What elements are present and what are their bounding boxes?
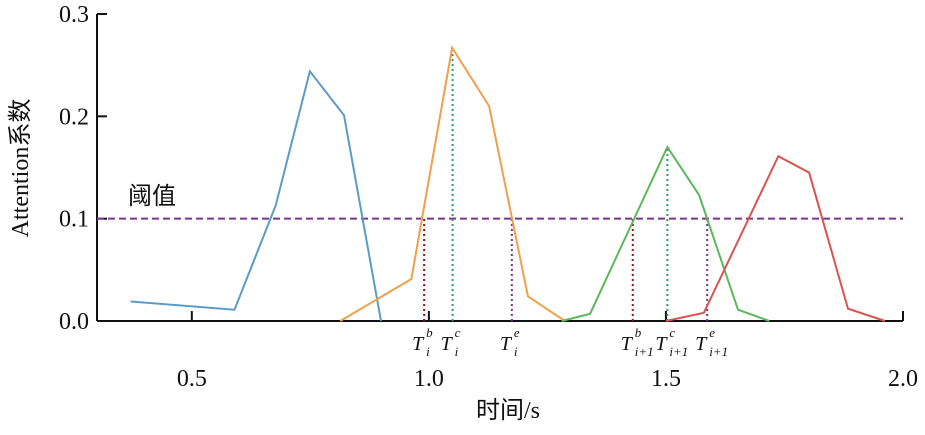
x-tick-label: 1.5 — [651, 366, 681, 392]
marker-sup: b — [426, 325, 433, 340]
x-tick-label: 0.5 — [177, 366, 207, 392]
marker-sup: e — [709, 325, 715, 340]
y-tick-label: 0.1 — [59, 207, 89, 233]
marker-sub: i — [514, 344, 518, 359]
marker-sub: i+1 — [635, 344, 654, 359]
marker-symbol: T — [500, 333, 513, 355]
x-axis-label: 时间/s — [476, 397, 540, 424]
line — [665, 154, 886, 322]
marker-symbol: T — [695, 333, 708, 355]
marker-sub: i — [426, 344, 430, 359]
marker-label: T — [441, 333, 454, 355]
marker-label: T — [695, 333, 708, 355]
marker-label: T — [412, 333, 425, 355]
line — [130, 69, 382, 322]
marker-sub: i+1 — [709, 344, 728, 359]
line — [561, 144, 770, 322]
y-tick-label: 0.3 — [59, 2, 89, 28]
y-tick-label: 0.0 — [59, 309, 89, 335]
x-tick-label: 1.0 — [414, 366, 444, 392]
line — [339, 45, 566, 322]
x-tick-label: 2.0 — [888, 366, 918, 392]
marker-label: T — [500, 333, 513, 355]
marker-label: T — [621, 333, 634, 355]
marker-sup: b — [635, 325, 642, 340]
threshold-label: 阈值 — [128, 183, 176, 210]
marker-symbol: T — [621, 333, 634, 355]
marker-symbol: T — [441, 333, 454, 355]
marker-sup: e — [514, 325, 520, 340]
marker-symbol: T — [655, 333, 668, 355]
marker-sub: i+1 — [669, 344, 688, 359]
y-axis-label: Attention系数 — [7, 99, 34, 238]
y-tick-label: 0.2 — [59, 104, 89, 130]
marker-symbol: T — [412, 333, 425, 355]
marker-sup: c — [669, 325, 675, 340]
marker-sup: c — [455, 325, 461, 340]
marker-label: T — [655, 333, 668, 355]
marker-sub: i — [455, 344, 459, 359]
